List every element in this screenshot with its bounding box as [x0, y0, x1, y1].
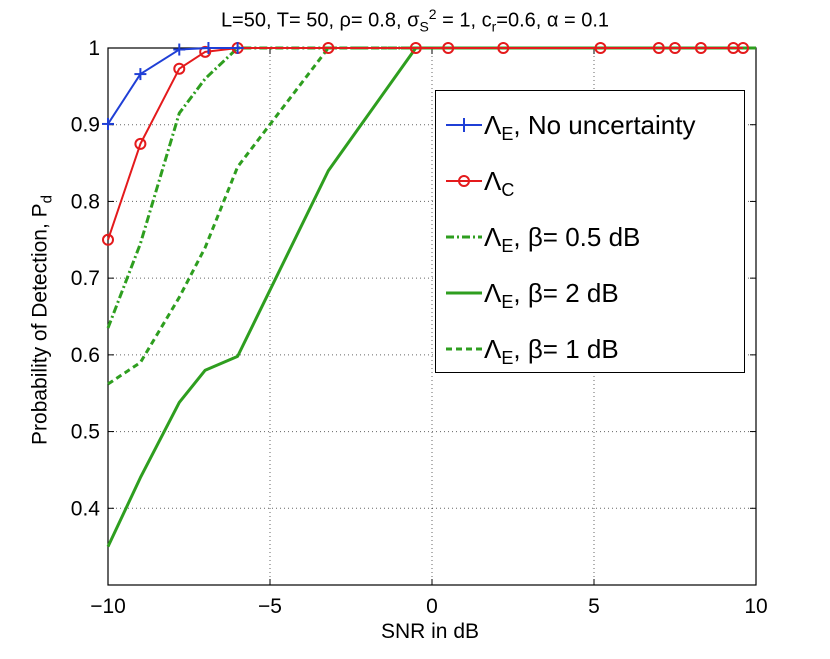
y-tick-label: 0.7 — [71, 267, 100, 290]
data-point-lambda-c — [442, 42, 455, 54]
chart-title: L=50, T= 50, ρ= 0.8, σS2 = 1, cr=0.6, α … — [220, 6, 610, 35]
y-tick-label: 0.9 — [71, 114, 100, 137]
x-tick-label: 5 — [588, 595, 600, 618]
y-tick-label: 0.8 — [71, 190, 100, 213]
x-axis-label: SNR in dB — [380, 620, 480, 643]
legend-item-no-uncertainty: ΛE, No uncertainty — [436, 105, 746, 145]
data-point-lambda-c — [669, 42, 681, 54]
y-axis-label: Probability of Detection, Pd — [28, 195, 56, 445]
y-tick-label: 0.6 — [71, 344, 100, 367]
series-line-beta-2-db — [106, 46, 756, 548]
data-point-lambda-c — [409, 42, 422, 54]
legend-label-beta-05: ΛE, β= 0.5 dB — [484, 222, 641, 257]
data-point-no-uncertainty — [202, 42, 215, 54]
data-point-lambda-c — [737, 42, 750, 54]
data-point-no-uncertainty — [173, 43, 186, 56]
legend-item-beta-1: ΛE, β= 1 dB — [436, 329, 746, 369]
y-tick-label: 0.4 — [71, 497, 101, 520]
legend-swatch-beta-2 — [446, 291, 482, 295]
data-point-lambda-c — [322, 42, 335, 54]
data-point-lambda-c — [134, 137, 147, 150]
legend-item-beta-05: ΛE, β= 0.5 dB — [436, 217, 746, 257]
legend-item-beta-2: ΛE, β= 2 dB — [436, 273, 746, 313]
data-point-lambda-c — [173, 62, 186, 75]
x-tick-label: 0 — [426, 595, 438, 618]
legend-label-lambda-c: ΛC — [484, 166, 515, 201]
data-point-lambda-c — [102, 233, 114, 246]
legend-swatch-lambda-c — [446, 175, 482, 187]
legend-label-beta-1: ΛE, β= 1 dB — [484, 334, 619, 369]
series-line-beta-0-5-db — [106, 46, 756, 329]
data-point-no-uncertainty — [231, 42, 244, 54]
x-tick-label: −5 — [258, 595, 282, 618]
x-tick-label: 10 — [744, 595, 767, 618]
data-point-lambda-c — [594, 42, 607, 54]
series-line-lambda-c — [107, 47, 744, 241]
data-point-lambda-c — [694, 42, 707, 54]
legend: ΛE, No uncertainty ΛC ΛE, β= 0.5 dB ΛE, … — [435, 90, 745, 373]
data-point-lambda-c — [652, 42, 665, 54]
data-point-no-uncertainty — [102, 117, 114, 130]
legend-swatch-beta-05 — [446, 235, 482, 239]
data-point-lambda-c — [497, 42, 510, 54]
legend-swatch-beta-1 — [446, 347, 482, 351]
legend-label-beta-2: ΛE, β= 2 dB — [484, 278, 619, 313]
legend-swatch-no-uncertainty — [446, 118, 482, 132]
x-tick-label: −10 — [90, 595, 126, 618]
legend-label-no-uncertainty: ΛE, No uncertainty — [484, 110, 696, 145]
data-point-no-uncertainty — [134, 68, 147, 81]
series-line-no-uncertainty — [107, 47, 238, 125]
data-point-lambda-c — [199, 45, 212, 58]
y-tick-label: 0.5 — [71, 421, 100, 444]
y-tick-label: 1 — [88, 37, 100, 60]
legend-item-lambda-c: ΛC — [436, 161, 746, 201]
